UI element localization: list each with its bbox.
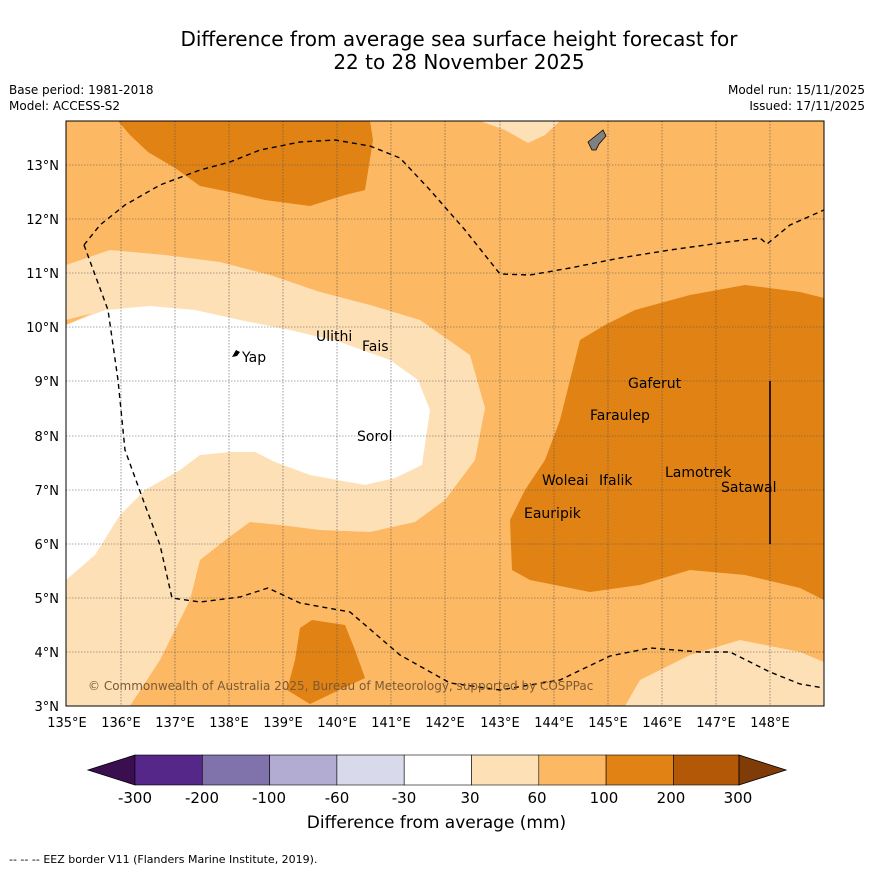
lon-tick: 140°E: [317, 716, 357, 731]
lat-tick: 3°N: [35, 700, 60, 715]
meta-left: Base period: 1981-2018 Model: ACCESS-S2: [9, 82, 154, 114]
lat-tick: 6°N: [35, 538, 60, 553]
colorbar-swatch: [202, 754, 270, 786]
lon-tick: 147°E: [696, 716, 736, 731]
lon-tick: 143°E: [480, 716, 520, 731]
place-eauripik: Eauripik: [524, 506, 582, 522]
colorbar-swatch: [403, 754, 472, 786]
lon-tick: 148°E: [750, 716, 790, 731]
place-fais: Fais: [362, 339, 389, 355]
colorbar-swatch: [605, 754, 674, 786]
eez-legend-text: EEZ border V11 (Flanders Marine Institut…: [43, 853, 318, 866]
model-run: Model run: 15/11/2025: [727, 83, 865, 97]
map-frame: [65, 120, 825, 707]
band-neg30-30: [66, 306, 430, 580]
eez-dash-sample: -- -- --: [9, 853, 40, 866]
place-woleai: Woleai: [542, 473, 589, 489]
colorbar-swatch: [269, 754, 338, 786]
colorbar-extend-low: [86, 754, 136, 786]
lon-tick: 136°E: [101, 716, 141, 731]
place-ifalik: Ifalik: [599, 473, 633, 489]
band-100-200-south: [287, 620, 365, 704]
guam-landmass: [587, 129, 607, 151]
lon-tick: 146°E: [642, 716, 682, 731]
lon-tick: 135°E: [47, 716, 87, 731]
base-period: Base period: 1981-2018: [9, 83, 154, 97]
colorbar-swatch: [336, 754, 405, 786]
colorbar-swatch: [471, 754, 540, 786]
colorbar-tick: 200: [657, 789, 686, 807]
yap-landmass: [232, 350, 240, 357]
colorbar-tick: -60: [325, 789, 350, 807]
colorbar-tick: 300: [724, 789, 753, 807]
title-line-1: Difference from average sea surface heig…: [180, 27, 738, 51]
meta-right: Model run: 15/11/2025 Issued: 17/11/2025: [728, 82, 865, 114]
eez-border-north: [83, 139, 824, 276]
lon-tick: 138°E: [209, 716, 249, 731]
colorbar-tick: 30: [460, 789, 479, 807]
lon-axis: 135°E 136°E 137°E 138°E 139°E 140°E 141°…: [47, 716, 790, 731]
lon-tick: 137°E: [155, 716, 195, 731]
copyright-text: © Commonwealth of Australia 2025, Bureau…: [88, 679, 593, 693]
lon-tick: 145°E: [588, 716, 628, 731]
model-name: Model: ACCESS-S2: [9, 99, 121, 113]
lat-tick: 12°N: [26, 213, 59, 228]
colorbar-tick: -100: [252, 789, 286, 807]
lat-tick: 11°N: [26, 267, 59, 282]
lat-tick: 8°N: [35, 430, 60, 445]
colorbar-swatch: [134, 754, 203, 786]
colorbar-swatch: [673, 754, 740, 786]
lat-tick: 7°N: [35, 484, 60, 499]
lat-tick: 4°N: [35, 646, 60, 661]
place-faraulep: Faraulep: [590, 408, 650, 424]
colorbar-tick: -300: [118, 789, 152, 807]
map-gridlines: [66, 121, 824, 706]
place-satawal: Satawal: [721, 480, 776, 496]
page-title: Difference from average sea surface heig…: [0, 28, 873, 74]
place-labels: Yap Ulithi Fais Sorol Gaferut Faraulep W…: [241, 329, 776, 522]
lon-tick: 144°E: [534, 716, 574, 731]
colorbar-tick: 100: [590, 789, 619, 807]
colorbar-tick: -200: [185, 789, 219, 807]
issued-date: Issued: 17/11/2025: [749, 99, 865, 113]
band-100-200-east: [510, 285, 824, 600]
eez-border-west: [83, 244, 824, 691]
band-100-200-northwest: [118, 121, 373, 206]
colorbar-tick: 60: [527, 789, 546, 807]
place-gaferut: Gaferut: [628, 376, 682, 392]
lat-tick: 5°N: [35, 592, 60, 607]
lon-tick: 142°E: [425, 716, 465, 731]
lon-tick: 139°E: [263, 716, 303, 731]
title-line-2: 22 to 28 November 2025: [333, 50, 585, 74]
colorbar-label: Difference from average (mm): [306, 813, 567, 833]
colorbar-swatch: [538, 754, 607, 786]
lat-tick: 9°N: [35, 375, 60, 390]
place-sorol: Sorol: [357, 429, 392, 445]
band-30-60-southeast: [625, 640, 824, 706]
lat-tick: 10°N: [26, 321, 59, 336]
place-yap: Yap: [241, 350, 266, 366]
lat-tick: 13°N: [26, 159, 59, 174]
band-30-60-north: [66, 250, 485, 706]
lon-tick: 141°E: [371, 716, 411, 731]
band-30-60-top: [480, 121, 560, 143]
colorbar: -300 -200 -100 -60 -30 30 60 100 200 300: [86, 754, 788, 807]
place-lamotrek: Lamotrek: [665, 465, 732, 481]
place-ulithi: Ulithi: [316, 329, 352, 345]
colorbar-tick: -30: [392, 789, 417, 807]
eez-legend: -- -- -- EEZ border V11 (Flanders Marine…: [9, 853, 317, 866]
colorbar-extend-high: [738, 754, 788, 786]
lat-axis: 3°N 4°N 5°N 6°N 7°N 8°N 9°N 10°N 11°N 12…: [26, 159, 59, 715]
